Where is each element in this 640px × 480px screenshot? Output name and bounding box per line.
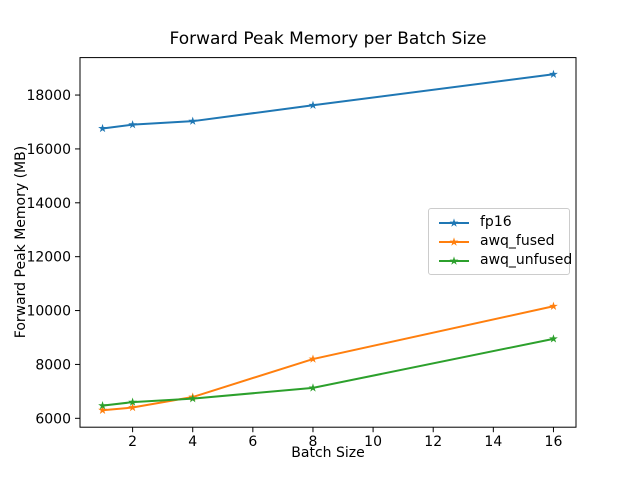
- marker-awq_unfused: [308, 383, 318, 392]
- y-tick-label: 12000: [26, 250, 71, 266]
- legend-label: awq_fused: [480, 233, 555, 249]
- marker-awq_fused: [128, 402, 137, 412]
- legend-item-awq_fused: awq_fused: [438, 232, 561, 251]
- series-line-awq_unfused: [101, 337, 555, 407]
- marker-awq_unfused: [549, 334, 558, 343]
- marker-awq_fused: [549, 301, 558, 310]
- y-tick-label: 8000: [35, 357, 71, 373]
- marker-awq_unfused: [188, 394, 198, 403]
- marker-awq_unfused: [98, 401, 107, 410]
- marker-awq_unfused: [128, 397, 137, 406]
- series-line-awq_fused: [101, 305, 555, 412]
- legend-item-awq_unfused: awq_unfused: [438, 251, 572, 270]
- y-tick-label: 18000: [26, 88, 71, 104]
- marker-awq_fused: [98, 405, 107, 414]
- marker-awq_fused: [308, 354, 318, 363]
- legend: fp16 awq_fused awq_unfused: [428, 208, 572, 275]
- x-tick-label: 12: [424, 434, 442, 450]
- legend-line-icon: [439, 236, 469, 246]
- y-tick-label: 10000: [26, 304, 71, 320]
- legend-line-icon: [439, 217, 469, 227]
- x-tick-label: 8: [309, 434, 318, 450]
- axes-spines: [79, 57, 577, 428]
- y-axis-label: Forward Peak Memory (MB): [13, 145, 29, 339]
- x-tick-label: 4: [188, 434, 197, 450]
- x-tick-label: 6: [248, 434, 257, 450]
- legend-label: fp16: [480, 214, 512, 230]
- marker-fp16: [308, 100, 318, 109]
- x-tick-label: 10: [364, 434, 382, 450]
- marker-fp16: [98, 123, 107, 133]
- x-axis-label: Batch Size: [291, 445, 365, 461]
- y-tick-label: 14000: [26, 196, 71, 212]
- marker-fp16: [549, 69, 558, 79]
- chart-title: Forward Peak Memory per Batch Size: [169, 29, 487, 49]
- legend-item-fp16: fp16: [438, 213, 561, 232]
- x-tick-label: 2: [128, 434, 137, 450]
- y-tick-label: 6000: [35, 411, 71, 427]
- y-tick-label: 16000: [26, 142, 71, 158]
- series-line-fp16: [101, 73, 555, 130]
- x-tick-label: 14: [484, 434, 502, 450]
- marker-fp16: [188, 116, 198, 125]
- x-tick-label: 16: [545, 434, 563, 450]
- legend-line-icon: [439, 255, 469, 265]
- legend-label: awq_unfused: [480, 252, 573, 268]
- marker-fp16: [128, 120, 137, 129]
